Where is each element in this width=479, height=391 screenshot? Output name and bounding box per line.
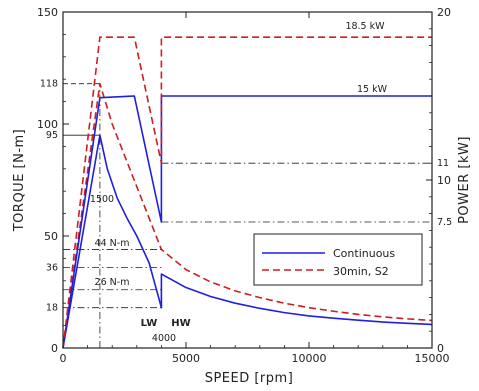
legend-box bbox=[253, 233, 423, 286]
y2-axis-title: POWER [kW] bbox=[457, 136, 472, 224]
legend: Continuous 30min, S2 bbox=[253, 233, 423, 286]
y2-tick-label: 0 bbox=[437, 342, 444, 355]
annotation-26-nm: 26 N-m bbox=[95, 277, 130, 288]
annotation-18-5-kw: 18.5 kW bbox=[345, 21, 385, 32]
y2-tick-label: 10 bbox=[437, 174, 451, 187]
annotation-15-kw: 15 kW bbox=[357, 84, 388, 95]
series-line-continuous-torque bbox=[62, 134, 433, 349]
annotation-hw: HW bbox=[171, 318, 190, 329]
y-extra-tick-label: 95 bbox=[46, 130, 58, 141]
annotation-4000: 4000 bbox=[152, 333, 176, 344]
y-tick-label: 150 bbox=[37, 6, 58, 19]
y2-extra-tick-label: 7.5 bbox=[437, 217, 452, 228]
x-tick-label: 0 bbox=[60, 352, 67, 365]
tick-labels: 0 5000 10000 15000050100150183695118010207.… bbox=[37, 6, 452, 365]
annotation-1500: 1500 bbox=[90, 194, 114, 205]
x-axis-title: SPEED [rpm] bbox=[205, 371, 294, 386]
y2-extra-tick-label: 11 bbox=[437, 158, 449, 169]
y-tick-label: 50 bbox=[44, 230, 58, 243]
x-tick-label: 5000 bbox=[172, 352, 200, 365]
y-axis-title: TORQUE [N-m] bbox=[12, 129, 27, 233]
y2-tick-label: 20 bbox=[437, 6, 451, 19]
y-extra-tick-label: 118 bbox=[40, 79, 58, 90]
series-line-30min-torque bbox=[62, 82, 433, 349]
y-tick-label: 0 bbox=[51, 342, 58, 355]
series-line-continuous-power bbox=[62, 95, 432, 349]
series-line-30min-power bbox=[62, 36, 432, 349]
tick-marks bbox=[62, 11, 433, 349]
series-lines bbox=[62, 36, 433, 349]
legend-label-continuous: Continuous bbox=[333, 247, 395, 260]
annotation-lw: LW bbox=[141, 318, 158, 329]
reference-lines bbox=[63, 83, 432, 348]
y-tick-label: 100 bbox=[37, 118, 58, 131]
plot-border bbox=[62, 11, 433, 349]
legend-label-30min: 30min, S2 bbox=[333, 265, 389, 278]
x-tick-label: 15000 bbox=[415, 352, 450, 365]
annotation-44-nm: 44 N-m bbox=[95, 238, 130, 249]
plot-frame bbox=[62, 11, 433, 349]
x-tick-label: 10000 bbox=[292, 352, 327, 365]
y-extra-tick-label: 36 bbox=[46, 262, 58, 273]
y-extra-tick-label: 18 bbox=[46, 303, 58, 314]
